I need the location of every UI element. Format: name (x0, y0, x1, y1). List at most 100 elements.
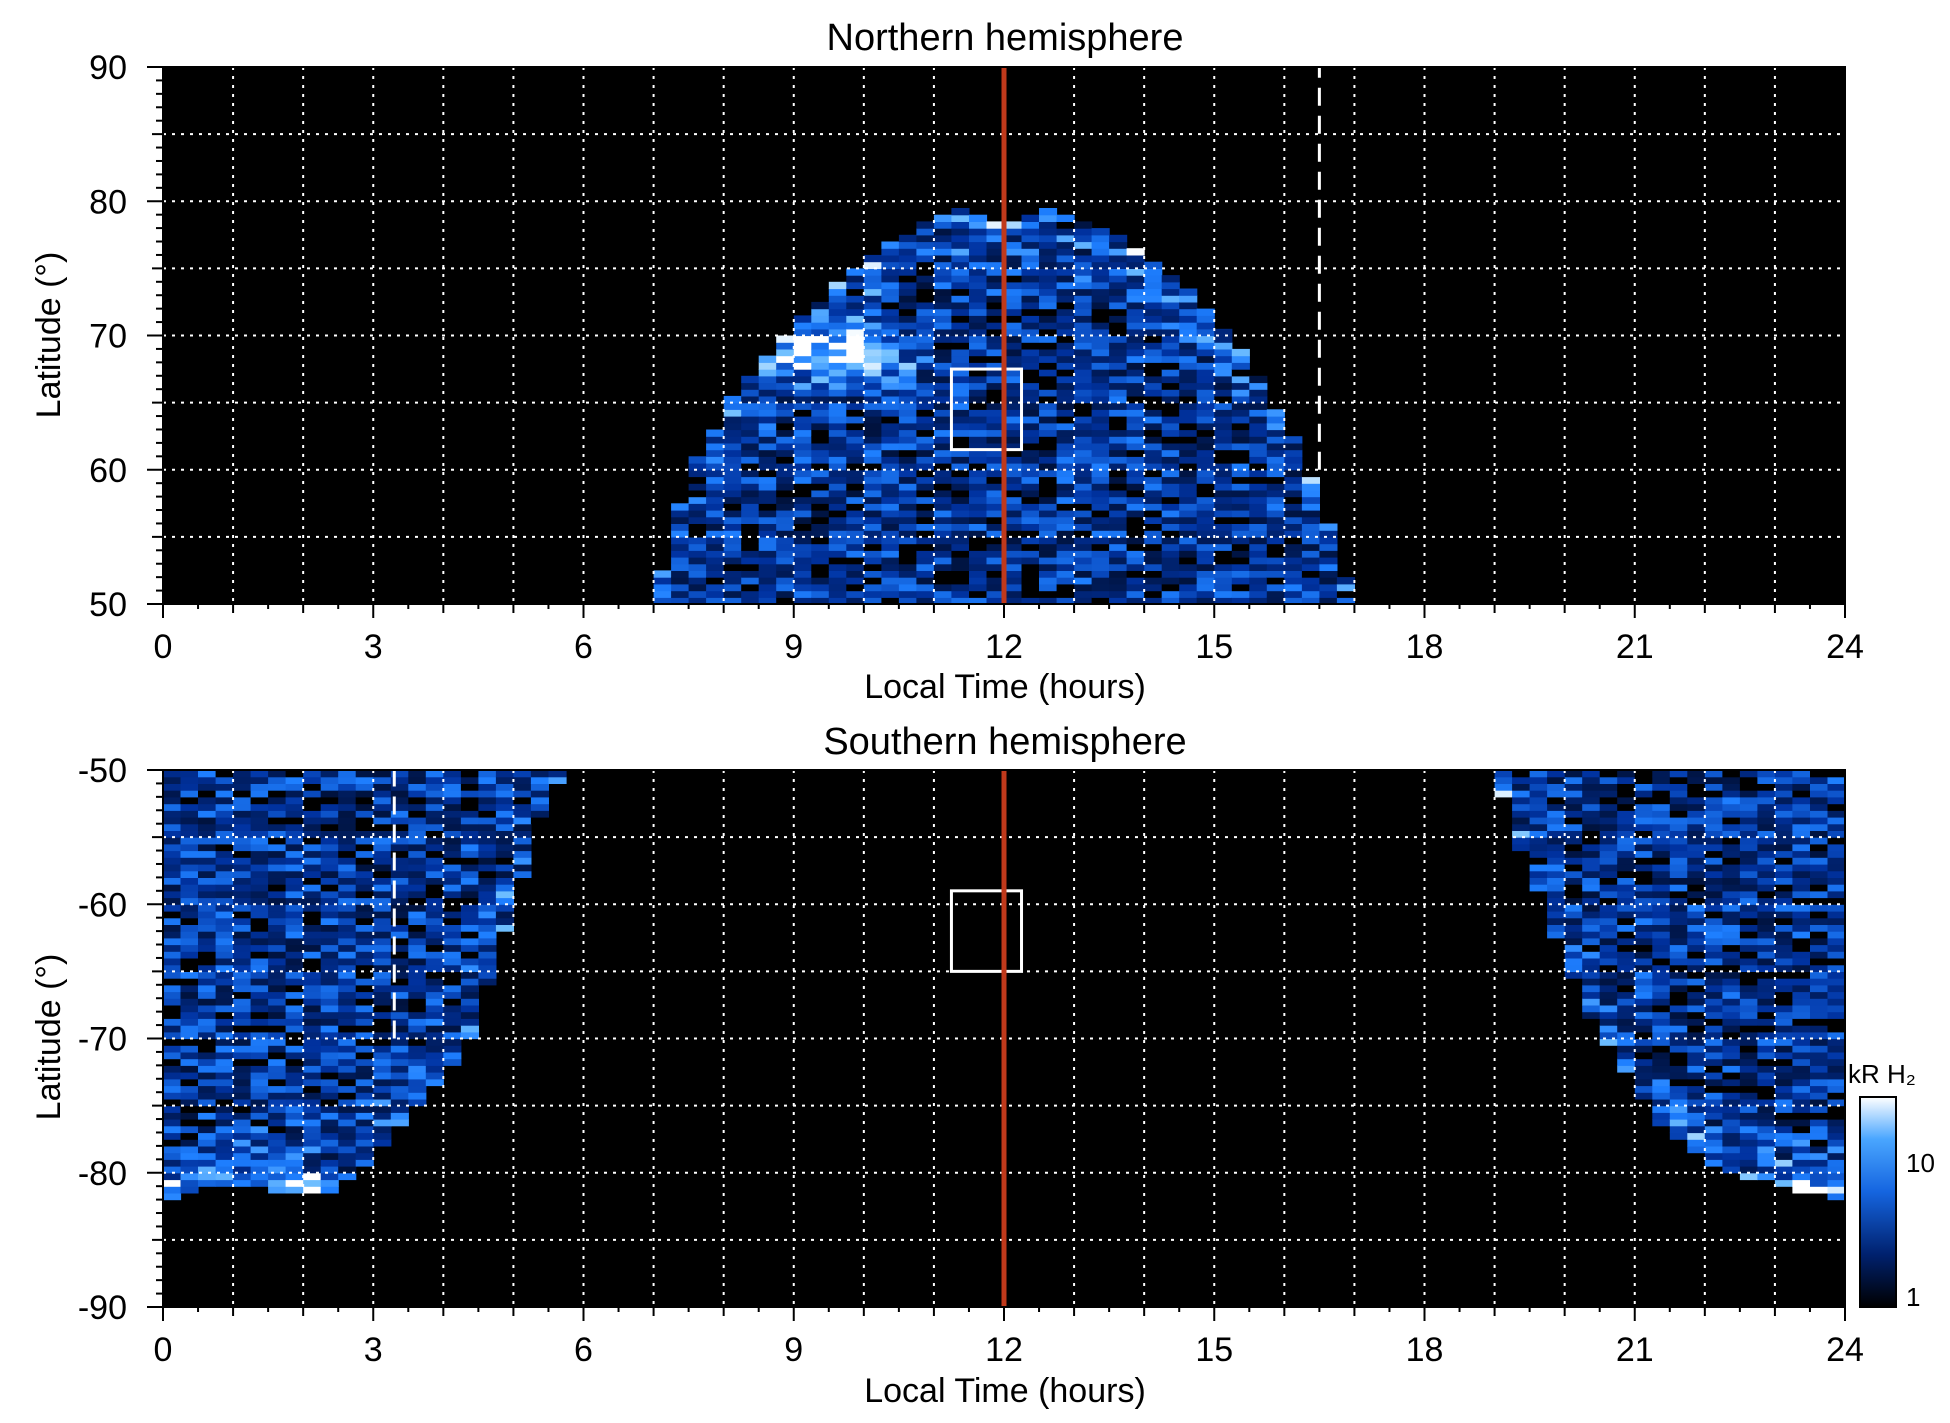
emission-cell (390, 1025, 409, 1033)
emission-cell (215, 1065, 234, 1073)
emission-cell (268, 1139, 287, 1147)
emission-cell (1144, 328, 1163, 337)
emission-cell (285, 904, 304, 912)
emission-cell (1687, 904, 1706, 912)
emission-cell (1319, 530, 1338, 538)
emission-cell (723, 570, 742, 578)
emission-cell (198, 931, 217, 939)
emission-cell (1669, 776, 1688, 784)
emission-cell (1056, 295, 1075, 303)
emission-cell (513, 803, 532, 811)
emission-cell (303, 1132, 322, 1140)
emission-cell (1757, 790, 1776, 798)
emission-cell (460, 984, 479, 993)
emission-cell (1652, 803, 1671, 811)
emission-cell (881, 301, 900, 310)
emission-cell (1056, 476, 1075, 484)
emission-cell (706, 583, 725, 592)
emission-cell (1231, 442, 1250, 451)
emission-cell (741, 557, 760, 565)
emission-cell (215, 1092, 234, 1100)
emission-cell (1792, 877, 1811, 885)
emission-cell (495, 823, 514, 831)
emission-cell (478, 904, 497, 912)
emission-cell (180, 1125, 199, 1134)
emission-cell (1739, 1172, 1758, 1181)
emission-cell (1161, 530, 1180, 538)
emission-cell (1249, 422, 1268, 431)
emission-cell (1827, 850, 1846, 858)
emission-cell (986, 483, 1005, 491)
emission-cell (250, 870, 269, 878)
emission-cell (1652, 998, 1671, 1006)
emission-cell (846, 382, 865, 390)
emission-cell (793, 395, 812, 404)
emission-cell (1757, 817, 1776, 825)
emission-cell (1056, 281, 1075, 290)
emission-cell (951, 449, 970, 457)
emission-cell (513, 776, 532, 784)
emission-cell (1739, 1065, 1758, 1073)
emission-cell (1792, 951, 1811, 959)
emission-cell (1704, 850, 1723, 858)
emission-cell (881, 295, 900, 303)
emission-cell (1652, 890, 1671, 899)
emission-cell (916, 362, 935, 370)
emission-cell (1582, 958, 1601, 966)
emission-cell (741, 416, 760, 424)
emission-cell (951, 476, 970, 484)
emission-cell (1231, 436, 1250, 444)
emission-cell (268, 1092, 287, 1100)
emission-cell (811, 375, 830, 384)
emission-cell (969, 275, 988, 283)
emission-cell (846, 483, 865, 491)
emission-cell (1004, 369, 1023, 377)
emission-cell (846, 335, 865, 343)
emission-cell (233, 1139, 252, 1147)
emission-cell (706, 570, 725, 578)
emission-cell (951, 597, 970, 605)
emission-cell (898, 489, 917, 498)
emission-cell (828, 322, 847, 330)
emission-cell (1004, 550, 1023, 558)
emission-cell (478, 850, 497, 858)
emission-cell (1774, 1031, 1793, 1040)
emission-cell (1091, 489, 1110, 498)
emission-cell (1074, 395, 1093, 404)
emission-cell (811, 557, 830, 565)
emission-cell (198, 951, 217, 959)
emission-cell (303, 971, 322, 979)
emission-cell (1074, 228, 1093, 236)
emission-cell (198, 1038, 217, 1046)
emission-cell (916, 221, 935, 229)
emission-cell (1810, 1038, 1829, 1046)
emission-cell (285, 978, 304, 986)
emission-cell (215, 870, 234, 878)
emission-cell (776, 449, 795, 457)
emission-cell (1669, 884, 1688, 892)
emission-cell (776, 563, 795, 571)
emission-cell (460, 823, 479, 831)
emission-cell (828, 301, 847, 310)
emission-cell (1687, 1078, 1706, 1087)
emission-cell (268, 1025, 287, 1033)
emission-cell (1004, 315, 1023, 323)
emission-cell (758, 463, 777, 471)
emission-cell (1547, 790, 1566, 798)
emission-cell (986, 301, 1005, 310)
emission-cell (320, 1004, 339, 1013)
emission-cell (1792, 958, 1811, 966)
emission-cell (163, 830, 182, 838)
emission-cell (215, 1058, 234, 1066)
x-tick-label: 6 (574, 1331, 593, 1369)
emission-cell (1810, 1166, 1829, 1174)
emission-cell (1792, 830, 1811, 838)
emission-cell (198, 837, 217, 845)
emission-cell (916, 557, 935, 565)
emission-cell (495, 924, 514, 932)
emission-cell (898, 288, 917, 296)
emission-cell (268, 911, 287, 919)
emission-cell (951, 221, 970, 229)
emission-cell (390, 864, 409, 872)
emission-cell (1144, 456, 1163, 464)
